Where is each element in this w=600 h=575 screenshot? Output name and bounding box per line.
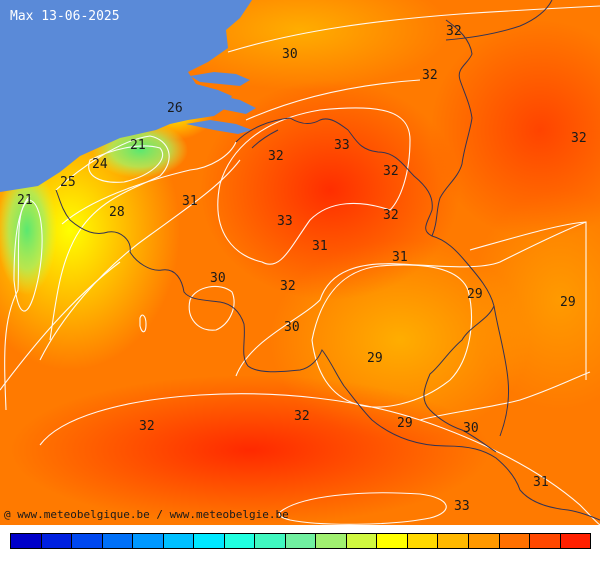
estuary-3 bbox=[186, 120, 252, 134]
temperature-label: 24 bbox=[92, 157, 108, 172]
credit-text: @ www.meteobelgique.be / www.meteobelgie… bbox=[4, 508, 289, 521]
warm-zone-east bbox=[470, 190, 600, 410]
temperature-label: 31 bbox=[392, 250, 408, 265]
legend-swatch bbox=[346, 534, 378, 548]
temperature-label: 21 bbox=[130, 138, 146, 153]
temperature-label: 31 bbox=[312, 239, 328, 254]
temperature-map: Max 13-06-2025 @ www.meteobelgique.be / … bbox=[0, 0, 600, 525]
temperature-label: 30 bbox=[282, 47, 298, 62]
temperature-label: 28 bbox=[109, 205, 125, 220]
temperature-label: 21 bbox=[17, 193, 33, 208]
estuary-2 bbox=[200, 96, 256, 114]
temperature-label: 25 bbox=[60, 175, 76, 190]
temperature-legend bbox=[10, 533, 591, 549]
temperature-label: 32 bbox=[139, 419, 155, 434]
legend-swatch bbox=[163, 534, 195, 548]
isotherm-lines bbox=[0, 5, 600, 525]
hot-zone-south bbox=[10, 375, 490, 525]
temperature-label: 32 bbox=[446, 24, 462, 39]
temperature-label: 29 bbox=[560, 295, 576, 310]
legend-swatch bbox=[377, 534, 408, 548]
legend-swatch bbox=[316, 534, 347, 548]
legend-swatch bbox=[255, 534, 286, 548]
legend-swatch bbox=[194, 534, 225, 548]
legend-swatch bbox=[438, 534, 469, 548]
temperature-label: 31 bbox=[182, 194, 198, 209]
legend-swatch bbox=[102, 534, 134, 548]
temperature-label: 26 bbox=[167, 101, 183, 116]
temperature-label: 33 bbox=[334, 138, 350, 153]
temperature-labels: 32 30 32 32 26 21 33 32 24 32 25 21 31 2… bbox=[17, 24, 587, 514]
temperature-label: 30 bbox=[210, 271, 226, 286]
temperature-label: 29 bbox=[367, 351, 383, 366]
temperature-label: 33 bbox=[277, 214, 293, 229]
estuary-1 bbox=[190, 72, 250, 86]
legend-swatch bbox=[133, 534, 164, 548]
temperature-label: 33 bbox=[454, 499, 470, 514]
legend-swatch bbox=[11, 534, 42, 548]
temperature-label: 30 bbox=[284, 320, 300, 335]
legend-swatch bbox=[499, 534, 531, 548]
temperature-label: 32 bbox=[268, 149, 284, 164]
map-title: Max 13-06-2025 bbox=[10, 9, 120, 24]
legend-swatch bbox=[285, 534, 317, 548]
legend-swatch bbox=[224, 534, 256, 548]
hot-zone-center bbox=[200, 80, 460, 300]
north-sea bbox=[0, 0, 252, 192]
temperature-label: 32 bbox=[280, 279, 296, 294]
temperature-label: 32 bbox=[383, 164, 399, 179]
country-borders bbox=[55, 0, 600, 521]
legend-swatch bbox=[407, 534, 439, 548]
temperature-label: 32 bbox=[571, 131, 587, 146]
legend-swatch bbox=[72, 534, 103, 548]
legend-swatch bbox=[560, 534, 591, 548]
hot-zone-east bbox=[430, 20, 600, 240]
temperature-label: 32 bbox=[383, 208, 399, 223]
temperature-label: 30 bbox=[463, 421, 479, 436]
temperature-label: 32 bbox=[294, 409, 310, 424]
legend-swatch bbox=[41, 534, 73, 548]
temperature-label: 31 bbox=[533, 475, 549, 490]
temperature-label: 29 bbox=[467, 287, 483, 302]
legend-swatch bbox=[530, 534, 561, 548]
legend-swatch bbox=[468, 534, 500, 548]
temperature-label: 29 bbox=[397, 416, 413, 431]
temperature-label: 32 bbox=[422, 68, 438, 83]
